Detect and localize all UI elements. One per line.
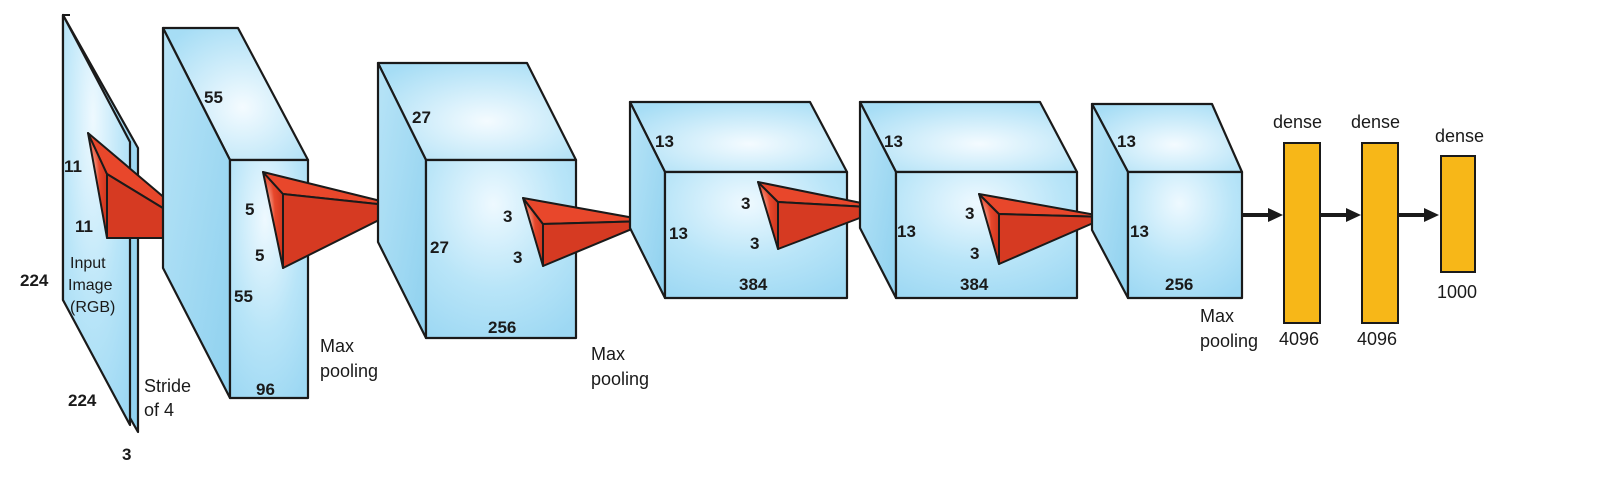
- dense2-layer: [1361, 142, 1399, 324]
- conv4-volume: [858, 100, 1079, 300]
- pool2-label-line1: Max: [591, 344, 625, 364]
- conv3-width-label: 13: [669, 224, 688, 243]
- conv1-kernel: [262, 171, 406, 269]
- conv4-kernel: [978, 193, 1108, 265]
- input-label-line2: Image: [68, 277, 113, 294]
- arrow-conv5-to-dense1: [1242, 208, 1283, 222]
- conv4-height-label: 13: [884, 132, 903, 151]
- input-kernel-height-label: 11: [64, 157, 82, 176]
- pool1-label-line2: pooling: [320, 361, 378, 381]
- stride-label-line2: of 4: [144, 400, 174, 420]
- dense3-size-label: 1000: [1437, 282, 1477, 302]
- conv4-kernel-height-label: 3: [965, 204, 974, 223]
- conv3-kernel-height-label: 3: [741, 194, 750, 213]
- dense1-layer: [1283, 142, 1321, 324]
- input-label-line3: (RGB): [70, 299, 115, 316]
- conv2-height-label: 27: [412, 108, 431, 127]
- conv2-kernel-height-label: 3: [503, 207, 512, 226]
- conv1-kernel-width-label: 5: [255, 246, 264, 265]
- conv5-depth-label: 256: [1165, 275, 1193, 294]
- dense1-label: dense: [1273, 112, 1322, 132]
- arrow-dense2-to-dense3: [1398, 208, 1439, 222]
- conv2-volume: [376, 61, 578, 340]
- input-image-volume: [61, 13, 140, 434]
- input-label-line1: Input: [70, 255, 106, 272]
- conv4-kernel-width-label: 3: [970, 244, 979, 263]
- conv4-width-label: 13: [897, 222, 916, 241]
- arrow-dense1-to-dense2: [1320, 208, 1361, 222]
- dense3-layer: [1440, 155, 1476, 273]
- input-height-label: 224: [20, 271, 49, 290]
- dense2-size-label: 4096: [1357, 329, 1397, 349]
- pool3-label-line1: Max: [1200, 306, 1234, 326]
- dense1-size-label: 4096: [1279, 329, 1319, 349]
- conv2-width-label: 27: [430, 238, 449, 257]
- conv2-kernel-width-label: 3: [513, 248, 522, 267]
- conv5-volume: [1090, 102, 1244, 300]
- pool3-label-line2: pooling: [1200, 331, 1258, 351]
- pool1-label-line1: Max: [320, 336, 354, 356]
- conv3-height-label: 13: [655, 132, 674, 151]
- conv1-height-label: 55: [204, 88, 223, 107]
- conv5-width-label: 13: [1130, 222, 1149, 241]
- conv1-depth-label: 96: [256, 380, 275, 399]
- input-depth-label: 3: [122, 445, 131, 464]
- conv1-kernel-height-label: 5: [245, 200, 254, 219]
- input-kernel-width-label: 11: [75, 217, 93, 236]
- conv5-height-label: 13: [1117, 132, 1136, 151]
- pool2-label-line2: pooling: [591, 369, 649, 389]
- dense2-label: dense: [1351, 112, 1400, 132]
- input-width-label: 224: [68, 391, 97, 410]
- conv4-depth-label: 384: [960, 275, 989, 294]
- conv2-kernel: [522, 197, 652, 267]
- conv1-volume: [161, 26, 310, 400]
- conv2-depth-label: 256: [488, 318, 516, 337]
- conv3-depth-label: 384: [739, 275, 768, 294]
- dense3-label: dense: [1435, 126, 1484, 146]
- conv1-width-label: 55: [234, 287, 253, 306]
- stride-label-line1: Stride: [144, 376, 191, 396]
- conv3-kernel-width-label: 3: [750, 234, 759, 253]
